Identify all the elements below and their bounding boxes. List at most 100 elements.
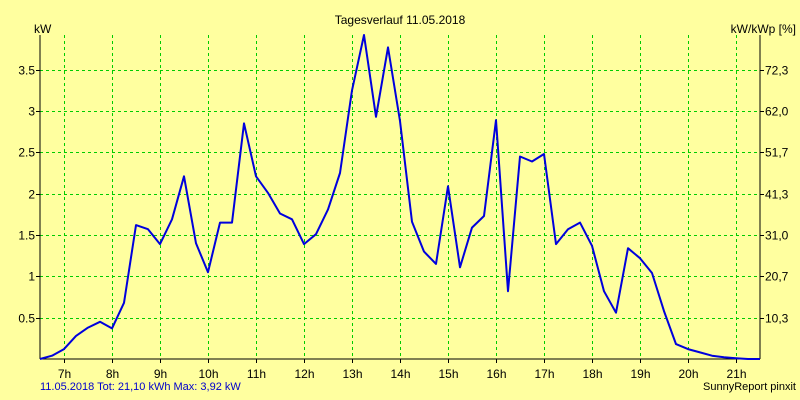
data-point	[675, 343, 677, 345]
y-tick-label-right: 51,7	[765, 146, 789, 160]
data-point	[195, 242, 197, 244]
data-point	[615, 312, 617, 314]
x-tick-labels: 7h 8h 9h 10h 11h 12h 13h 14h 15h 16h 17h 18h 19h 20h 2…	[58, 367, 747, 381]
data-point	[87, 327, 89, 329]
x-tick-label: 15h	[438, 367, 458, 381]
data-point	[567, 228, 569, 230]
data-point	[591, 245, 593, 247]
data-point	[447, 185, 449, 187]
data-point	[627, 247, 629, 249]
data-point	[411, 221, 413, 223]
data-point	[99, 321, 101, 323]
data-point	[255, 175, 257, 177]
data-point	[483, 215, 485, 217]
x-tick-label: 14h	[390, 367, 410, 381]
x-tick-label: 8h	[106, 367, 119, 381]
data-point	[327, 208, 329, 210]
data-point	[651, 272, 653, 274]
x-tick-label: 7h	[58, 367, 71, 381]
y-tick-label-left: 3	[28, 105, 35, 119]
data-point	[39, 358, 41, 360]
data-point	[183, 175, 185, 177]
data-point	[747, 358, 749, 360]
y-tick-labels-left: 0.5 1 1.5 2 2.5 3 3.5	[18, 64, 35, 326]
data-point	[555, 243, 557, 245]
data-point	[543, 153, 545, 155]
data-point	[699, 351, 701, 353]
x-tick-label: 21h	[726, 367, 746, 381]
data-point	[147, 228, 149, 230]
data-point	[579, 222, 581, 224]
data-point	[663, 310, 665, 312]
x-tick-label: 9h	[154, 367, 167, 381]
data-point	[339, 172, 341, 174]
data-point	[123, 302, 125, 304]
footer-summary: 11.05.2018 Tot: 21,10 kWh Max: 3,92 kW	[40, 381, 241, 393]
y-tick-label-left: 3.5	[18, 64, 35, 78]
data-point	[639, 257, 641, 259]
data-point	[267, 192, 269, 194]
x-tick-label: 11h	[247, 367, 266, 381]
data-point	[711, 355, 713, 357]
tick-marks	[36, 70, 764, 363]
data-point	[363, 34, 365, 36]
grid	[40, 35, 760, 359]
y-tick-label-left: 0.5	[18, 312, 35, 326]
data-point	[723, 356, 725, 358]
y-tick-label-left: 2.5	[18, 146, 35, 160]
data-point	[387, 46, 389, 48]
data-point	[219, 222, 221, 224]
data-point	[75, 335, 77, 337]
data-point	[603, 290, 605, 292]
y-axis-label-left: kW	[34, 22, 52, 36]
data-point	[231, 222, 233, 224]
x-tick-label: 13h	[342, 367, 362, 381]
data-point	[375, 116, 377, 118]
y-tick-label-left: 1.5	[18, 229, 35, 243]
data-point	[423, 251, 425, 253]
data-point	[243, 122, 245, 124]
data-point	[63, 348, 65, 350]
y-tick-label-right: 20,7	[765, 270, 789, 284]
x-tick-label: 16h	[486, 367, 506, 381]
y-tick-labels-right: 10,3 20,7 31,0 41,3 51,7 62,0 72,3	[765, 64, 789, 326]
y-tick-label-left: 1	[28, 270, 35, 284]
data-point	[279, 213, 281, 215]
data-point	[687, 348, 689, 350]
y-tick-label-right: 62,0	[765, 105, 789, 119]
x-tick-label: 12h	[294, 367, 314, 381]
data-point	[351, 89, 353, 91]
data-point	[303, 243, 305, 245]
x-tick-label: 20h	[678, 367, 698, 381]
y-tick-label-right: 41,3	[765, 188, 789, 202]
x-tick-label: 17h	[534, 367, 554, 381]
data-point	[759, 358, 761, 360]
x-tick-label: 10h	[198, 367, 218, 381]
y-tick-label-right: 31,0	[765, 229, 789, 243]
data-point	[531, 161, 533, 163]
y-axis-label-right: kW/kWp [%]	[731, 22, 796, 36]
data-point	[459, 266, 461, 268]
data-point	[435, 263, 437, 265]
y-tick-label-left: 2	[28, 188, 35, 202]
data-point	[495, 119, 497, 121]
data-point	[159, 243, 161, 245]
x-tick-label: 19h	[630, 367, 650, 381]
data-point	[291, 218, 293, 220]
data-point	[519, 156, 521, 158]
data-point	[171, 218, 173, 220]
data-point	[315, 233, 317, 235]
x-tick-label: 18h	[582, 367, 602, 381]
data-point	[399, 120, 401, 122]
data-point	[471, 227, 473, 229]
series-line	[39, 34, 760, 360]
y-tick-label-right: 72,3	[765, 64, 789, 78]
data-point	[111, 327, 113, 329]
data-point	[507, 290, 509, 292]
data-point	[207, 271, 209, 273]
data-point	[51, 355, 53, 357]
data-point	[735, 357, 737, 359]
data-point	[135, 224, 137, 226]
footer-credit: SunnyReport pinxit	[703, 381, 796, 393]
